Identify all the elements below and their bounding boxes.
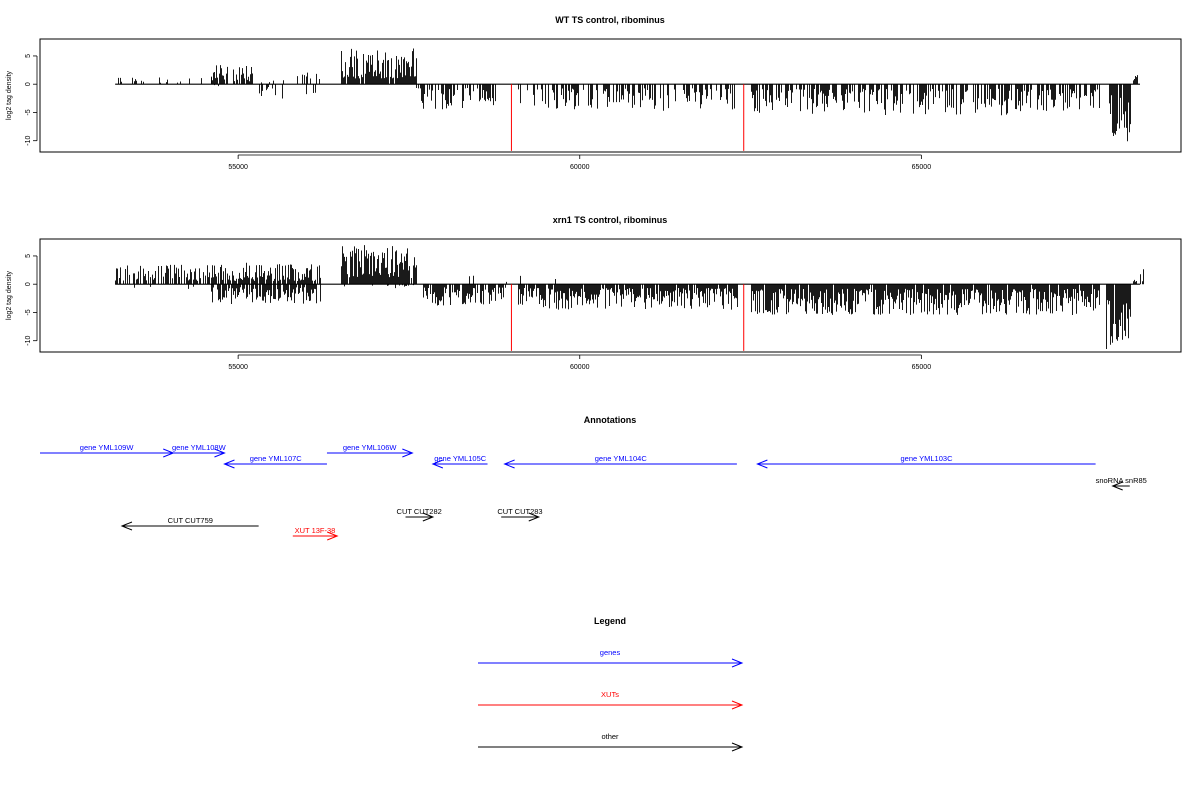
legend: Legend genes XUTs other [478, 616, 744, 752]
annotation-label: snoRNA snR85 [1096, 476, 1147, 485]
coverage-bars [115, 48, 1141, 151]
annotation-label: gene YML103C [901, 454, 954, 463]
legend-xuts-arrow: XUTs [478, 690, 744, 710]
annotation-other-arrow: CUT CUT283 [497, 507, 543, 522]
annotation-label: gene YML105C [434, 454, 487, 463]
legend-label: other [601, 732, 619, 741]
annotation-label: gene YML104C [595, 454, 648, 463]
panel-title: WT TS control, ribominus [555, 15, 665, 25]
annotation-features: gene YML109W gene YML108W gene YML107C gene… [40, 443, 1147, 541]
y-tick-label: 0 [25, 82, 32, 86]
annotation-genes-arrow: gene YML103C [756, 454, 1096, 469]
y-axis-label: log2 tag density [6, 270, 13, 320]
x-tick-label: 65000 [912, 364, 932, 371]
xrn1-coverage-panel: xrn1 TS control, ribominus log2 tag dens… [6, 215, 1182, 371]
annotation-label: gene YML108W [172, 443, 227, 452]
annotation-label: gene YML109W [80, 443, 135, 452]
x-tick-label: 55000 [228, 364, 248, 371]
plot-frame [39, 38, 1182, 153]
coverage-bars [115, 245, 1144, 351]
wt-coverage-panel: WT TS control, ribominus log2 tag densit… [6, 15, 1182, 171]
x-tick-label: 60000 [570, 164, 590, 171]
y-tick-label: -10 [25, 336, 32, 346]
annotation-genes-arrow: gene YML105C [431, 454, 488, 469]
y-tick-label: 0 [25, 282, 32, 286]
annotation-other-arrow: snoRNA snR85 [1096, 476, 1147, 491]
panel-title: xrn1 TS control, ribominus [553, 215, 668, 225]
axes: -10 -5 0 5 55000 60000 65000 [25, 254, 931, 371]
legend-label: XUTs [601, 690, 619, 699]
annotation-xuts-arrow: XUT 13F-38 [292, 526, 339, 541]
legend-title: Legend [594, 616, 626, 626]
y-tick-label: 5 [25, 254, 32, 258]
annotation-label: CUT CUT759 [168, 516, 213, 525]
x-tick-label: 60000 [570, 364, 590, 371]
annotation-label: gene YML106W [343, 443, 398, 452]
annotation-genes-arrow: gene YML109W [40, 443, 175, 458]
y-tick-label: -10 [25, 136, 32, 146]
annotation-other-arrow: CUT CUT282 [397, 507, 442, 522]
legend-other-arrow: other [478, 732, 744, 752]
annotation-label: gene YML107C [250, 454, 303, 463]
annotations-title: Annotations [584, 415, 637, 425]
y-tick-label: -5 [25, 309, 32, 315]
legend-label: genes [600, 648, 621, 657]
annotation-other-arrow: CUT CUT759 [120, 516, 259, 531]
annotations-track: Annotations gene YML109W gene YML108Wgene… [40, 415, 1147, 541]
x-tick-label: 55000 [228, 164, 248, 171]
annotation-genes-arrow: gene YML106W [326, 443, 414, 458]
legend-items: genes XUTs other [478, 648, 744, 752]
y-axis-label: log2 tag density [6, 70, 13, 120]
legend-genes-arrow: genes [478, 648, 744, 668]
plot-frame [39, 238, 1182, 353]
y-tick-label: -5 [25, 109, 32, 115]
axes: -10 -5 0 5 55000 60000 65000 [25, 54, 931, 171]
annotation-label: XUT 13F-38 [295, 526, 336, 535]
x-tick-label: 65000 [912, 164, 932, 171]
annotation-genes-arrow: gene YML108W [172, 443, 227, 458]
annotation-genes-arrow: gene YML107C [223, 454, 327, 469]
annotation-label: CUT CUT283 [497, 507, 542, 516]
annotation-genes-arrow: gene YML104C [503, 454, 737, 469]
annotation-label: CUT CUT282 [397, 507, 442, 516]
y-tick-label: 5 [25, 54, 32, 58]
